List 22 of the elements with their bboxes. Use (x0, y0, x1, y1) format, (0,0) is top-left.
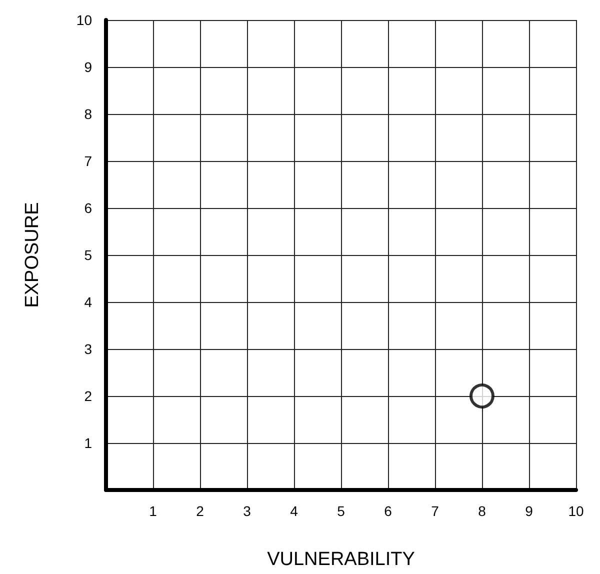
y-tick-label: 8 (84, 106, 92, 122)
x-tick-label: 3 (243, 503, 252, 519)
x-tick-label: 9 (525, 503, 534, 519)
y-axis-title: EXPOSURE (22, 202, 43, 308)
x-tick-label: 2 (196, 503, 204, 519)
y-tick-label: 2 (84, 388, 92, 404)
x-axis-title: VULNERABILITY (267, 549, 416, 570)
y-tick-label: 1 (84, 435, 92, 451)
x-tick-label: 6 (384, 503, 392, 519)
y-tick-label: 3 (84, 341, 92, 357)
y-tick-label: 9 (84, 59, 92, 75)
y-tick-label: 6 (84, 200, 92, 216)
y-tick-label: 5 (84, 247, 92, 263)
x-tick-label: 5 (337, 503, 346, 519)
y-tick-label: 10 (76, 12, 92, 28)
x-tick-label: 7 (431, 503, 440, 519)
x-tick-label: 1 (149, 503, 158, 519)
y-tick-label: 4 (84, 294, 92, 310)
x-tick-label: 8 (478, 503, 486, 519)
x-tick-label: 10 (568, 503, 584, 519)
y-tick-label: 7 (84, 153, 92, 169)
x-tick-label: 4 (290, 503, 298, 519)
